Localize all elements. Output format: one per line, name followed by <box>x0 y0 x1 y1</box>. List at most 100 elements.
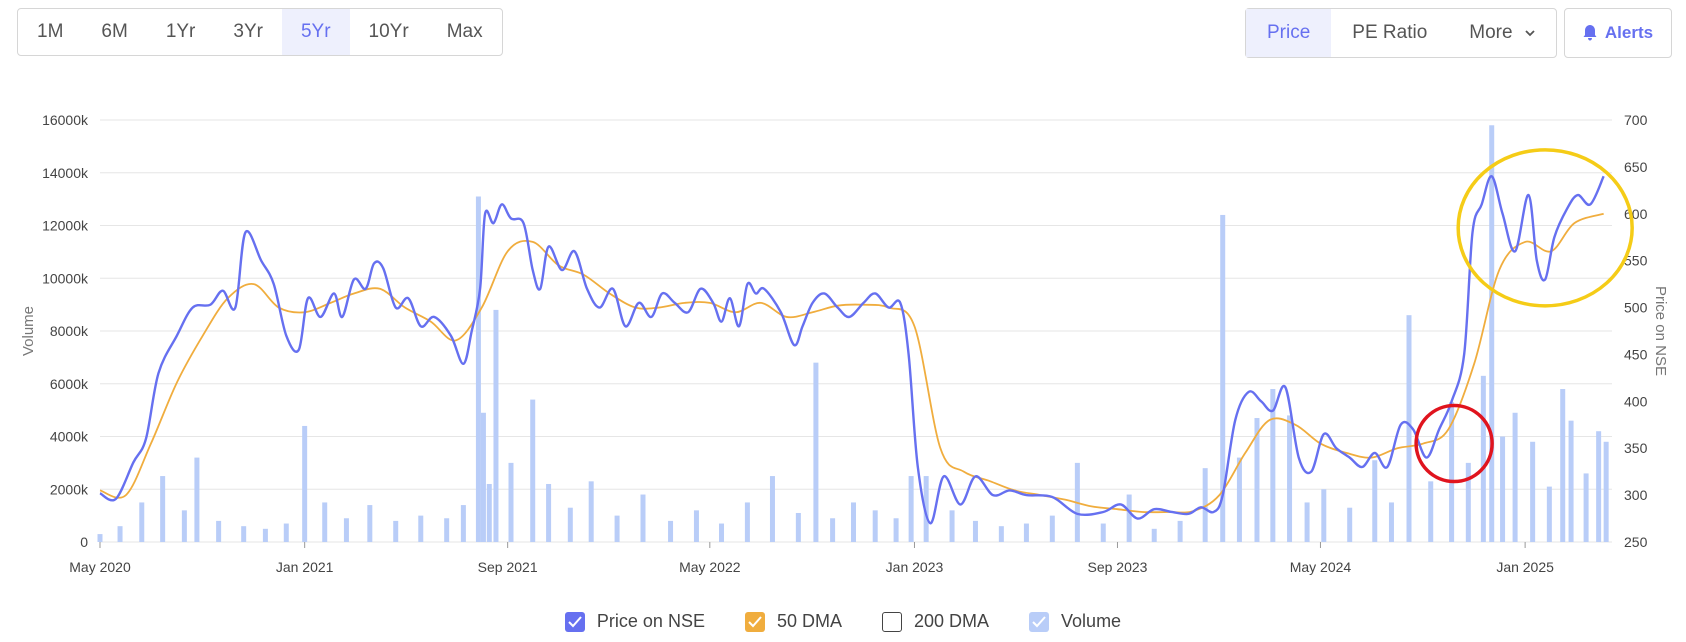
legend-item-price-on-nse[interactable]: Price on NSE <box>564 611 705 632</box>
volume-bar <box>567 507 573 542</box>
legend-checkbox[interactable] <box>1029 611 1050 632</box>
volume-bar <box>480 412 486 542</box>
volume-bar <box>1347 507 1353 542</box>
volume-bar <box>1596 431 1602 542</box>
y-left-tick-label: 4000k <box>50 429 89 445</box>
volume-bar <box>1465 462 1471 542</box>
volume-bar <box>460 505 466 542</box>
volume-bar <box>194 457 200 542</box>
volume-bar <box>1546 486 1552 542</box>
range-button-1yr[interactable]: 1Yr <box>165 21 196 42</box>
more-dropdown[interactable]: More <box>1448 9 1555 57</box>
volume-bar <box>719 523 725 542</box>
volume-bar <box>139 502 145 542</box>
volume-bar <box>795 512 801 542</box>
volume-bar <box>283 523 289 542</box>
volume-bar <box>1254 418 1260 542</box>
volume-bar <box>588 481 594 542</box>
volume-bar <box>850 502 856 542</box>
volume-bar <box>1372 460 1378 542</box>
y-left-tick-label: 14000k <box>42 165 89 181</box>
legend-checkbox[interactable] <box>881 611 902 632</box>
x-tick-label: Jan 2025 <box>1496 559 1554 575</box>
volume-bar <box>668 520 674 542</box>
y-left-tick-label: 6000k <box>50 376 89 392</box>
range-button-1m[interactable]: 1M <box>37 21 64 42</box>
volume-bar <box>1583 473 1589 542</box>
volume-bar <box>923 476 929 542</box>
more-label: More <box>1469 22 1513 43</box>
volume-bar <box>949 510 955 542</box>
volume-bar <box>493 309 499 542</box>
volume-bar <box>1126 494 1132 542</box>
volume-bar <box>546 483 552 542</box>
annotation-red-circle <box>1414 403 1494 484</box>
legend-label: 50 DMA <box>776 611 842 631</box>
range-button-5yr[interactable]: 5Yr <box>281 9 350 55</box>
legend-item-200-dma[interactable]: 200 DMA <box>881 611 989 632</box>
pe-ratio-button[interactable]: PE Ratio <box>1352 22 1428 43</box>
volume-bar <box>97 534 103 542</box>
y-right-axis-title: Price on NSE <box>1652 286 1669 376</box>
dma50-line <box>99 212 1604 514</box>
legend: Price on NSE 50 DMA 200 DMA Volume <box>0 611 1686 632</box>
volume-bar <box>1489 125 1495 543</box>
volume-bar <box>343 518 349 542</box>
legend-label: Volume <box>1061 611 1122 631</box>
volume-bar <box>1388 502 1394 542</box>
volume-bar <box>302 425 308 542</box>
x-tick-label: Sep 2023 <box>1087 559 1147 575</box>
volume-bar <box>1480 375 1486 542</box>
y-right-tick-label: 550 <box>1624 253 1648 269</box>
volume-bar <box>908 476 914 542</box>
volume-bar <box>160 476 166 542</box>
range-button-3yr[interactable]: 3Yr <box>233 21 263 42</box>
x-tick-label: May 2022 <box>679 559 741 575</box>
alerts-label: Alerts <box>1604 23 1654 42</box>
legend-item-volume[interactable]: Volume <box>1029 611 1121 632</box>
volume-bar <box>872 510 878 542</box>
range-button-max[interactable]: Max <box>446 21 483 42</box>
chevron-down-icon <box>1524 30 1535 37</box>
legend-checkbox[interactable] <box>564 611 585 632</box>
legend-item-50-dma[interactable]: 50 DMA <box>744 611 842 632</box>
volume-bar <box>262 528 268 542</box>
volume-bar <box>1236 457 1242 542</box>
alerts-button[interactable]: Alerts <box>1564 8 1672 58</box>
volume-bar <box>1049 515 1055 542</box>
volume-bar <box>1220 214 1226 542</box>
x-tick-label: May 2024 <box>1290 559 1352 575</box>
volume-bar <box>1177 520 1183 542</box>
y-right-tick-label: 300 <box>1624 487 1648 503</box>
y-left-tick-label: 16000k <box>42 112 89 128</box>
range-button-10yr[interactable]: 10Yr <box>368 21 409 42</box>
y-right-tick-label: 450 <box>1624 346 1648 362</box>
volume-bar <box>486 483 492 542</box>
volume-bar <box>530 399 536 542</box>
legend-label: Price on NSE <box>596 611 705 631</box>
volume-bar <box>893 518 899 542</box>
volume-bar <box>830 518 836 542</box>
price-volume-chart: 0 2000k 4000k 6000k 8000k 10000k 12000k 14000k 1… <box>20 112 1669 575</box>
bell-icon <box>1583 25 1597 41</box>
x-tick-label: Sep 2021 <box>478 559 538 575</box>
y-right-tick-label: 700 <box>1624 112 1648 128</box>
volume-bar <box>1449 402 1455 542</box>
y-left-axis-title: Volume <box>20 306 37 356</box>
volume-bar <box>744 502 750 542</box>
volume-bar <box>813 362 819 542</box>
y-right-tick-label: 350 <box>1624 440 1648 456</box>
x-tick-label: Jan 2023 <box>886 559 944 575</box>
y-left-tick-label: 12000k <box>42 218 89 234</box>
price-button[interactable]: Price <box>1246 9 1332 57</box>
volume-bar <box>1530 441 1536 542</box>
volume-bar <box>1512 412 1518 542</box>
legend-checkbox[interactable] <box>744 611 765 632</box>
checkmark-icon <box>748 615 762 627</box>
volume-bar <box>1304 502 1310 542</box>
volume-bar <box>1568 420 1574 542</box>
volume-bar <box>117 526 123 542</box>
y-right-tick-label: 500 <box>1624 300 1648 316</box>
volume-bar <box>614 515 620 542</box>
range-button-6m[interactable]: 6M <box>101 21 128 42</box>
